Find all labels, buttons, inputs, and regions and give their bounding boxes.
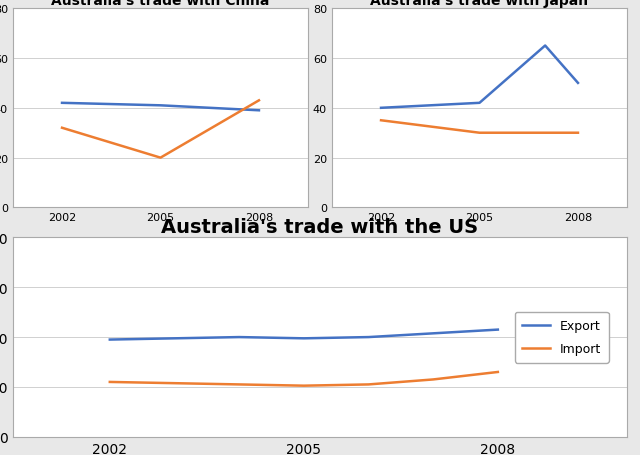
Title: Australia's trade with the US: Australia's trade with the US [161, 217, 479, 236]
Legend: Export, Import: Export, Import [515, 312, 609, 363]
Export [106, 337, 114, 343]
Line: Export: Export [110, 330, 498, 340]
Title: Australia's trade with Japan: Australia's trade with Japan [371, 0, 589, 8]
Export [494, 327, 502, 333]
Import [300, 383, 308, 389]
Export [236, 334, 243, 340]
Import [236, 382, 243, 387]
Import [494, 369, 502, 375]
Export [365, 334, 372, 340]
Export [300, 336, 308, 341]
Export [171, 336, 179, 341]
Import [365, 382, 372, 387]
Title: Australia's trade with China: Australia's trade with China [51, 0, 269, 8]
Export [429, 331, 437, 336]
Import [429, 377, 437, 382]
Line: Import: Import [110, 372, 498, 386]
Import [171, 380, 179, 386]
Import [106, 379, 114, 385]
